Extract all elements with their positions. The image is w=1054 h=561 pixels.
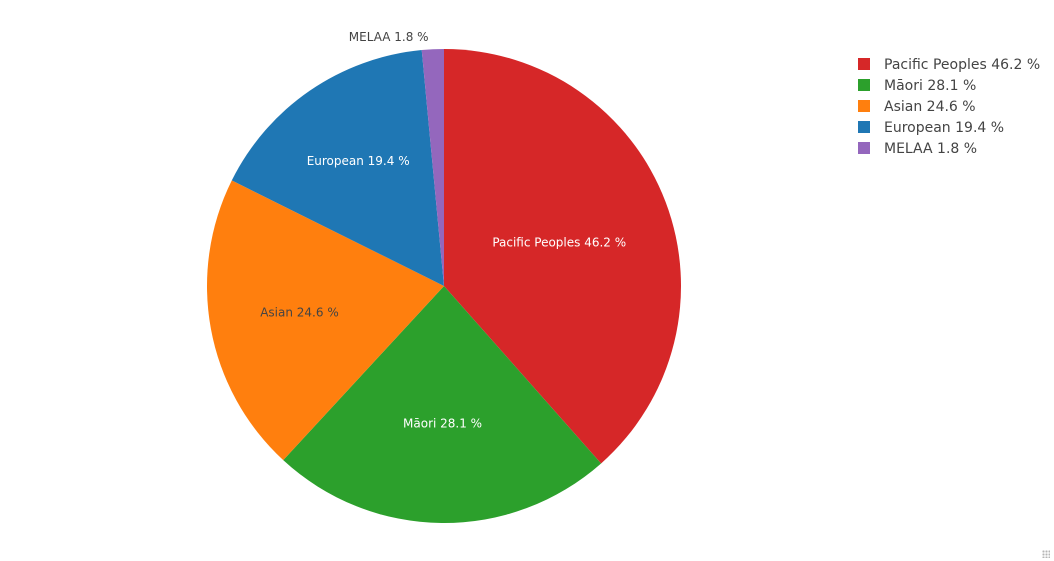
pie-slice-asian[interactable] [207, 180, 444, 461]
pie-slice-maori[interactable] [283, 286, 602, 523]
legend-label: European 19.4 % [884, 120, 1004, 136]
slice-label-european: European 19.4 % [307, 154, 410, 168]
pie-slices [207, 49, 682, 523]
legend-label: Pacific Peoples 46.2 % [884, 57, 1040, 73]
resize-handle[interactable] [1042, 550, 1050, 558]
legend-item-european[interactable]: European 19.4 % [858, 120, 1004, 136]
legend-item-asian[interactable]: Asian 24.6 % [858, 99, 976, 115]
legend-label: Māori 28.1 % [884, 78, 976, 94]
slice-label-pacific-peoples: Pacific Peoples 46.2 % [492, 235, 626, 249]
legend: Pacific Peoples 46.2 % Māori 28.1 % Asian … [858, 57, 1040, 157]
legend-swatch [858, 121, 870, 133]
pie-slice-european[interactable] [231, 50, 444, 286]
slice-label-melaa: MELAA 1.8 % [349, 30, 429, 44]
legend-swatch [858, 142, 870, 154]
legend-item-melaa[interactable]: MELAA 1.8 % [858, 141, 977, 157]
legend-item-maori[interactable]: Māori 28.1 % [858, 78, 976, 94]
pie-slice-pacific-peoples[interactable] [444, 49, 682, 464]
legend-item-pacific-peoples[interactable]: Pacific Peoples 46.2 % [858, 57, 1040, 73]
legend-label: Asian 24.6 % [884, 99, 976, 115]
legend-swatch [858, 79, 870, 91]
slice-label-asian: Asian 24.6 % [260, 306, 339, 320]
legend-swatch [858, 100, 870, 112]
legend-label: MELAA 1.8 % [884, 141, 977, 157]
slice-labels: Pacific Peoples 46.2 % Māori 28.1 % Asian … [260, 30, 626, 430]
slice-label-maori: Māori 28.1 % [403, 416, 482, 430]
pie-slice-melaa[interactable] [421, 49, 444, 286]
legend-swatch [858, 58, 870, 70]
